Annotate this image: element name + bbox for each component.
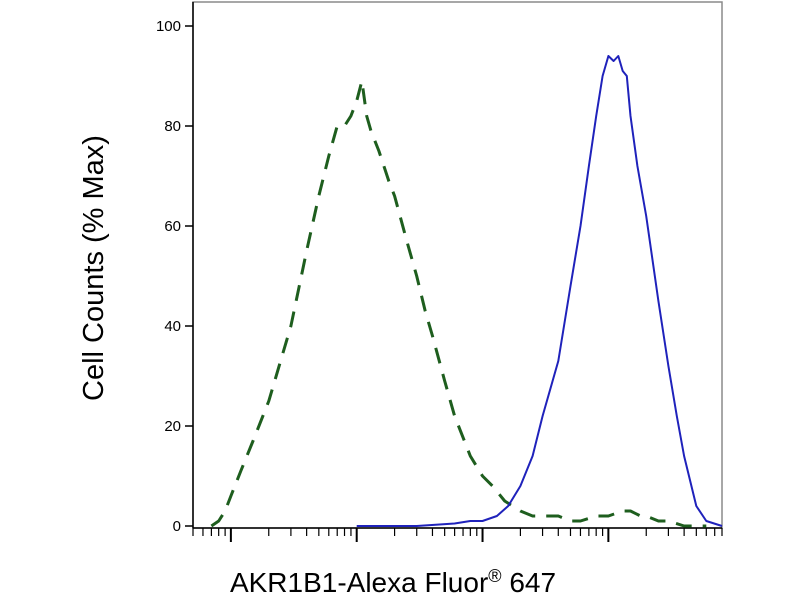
y-tick-label: 40 [164, 318, 181, 335]
x-axis-title-main: AKR1B1-Alexa Fluor [230, 567, 488, 598]
dashed-histogram-line [210, 79, 707, 528]
y-tick-label: 0 [173, 518, 181, 535]
solid-histogram-line [356, 55, 723, 527]
y-axis-ticks: 0 20 40 60 80 100 [156, 18, 193, 535]
plot-frame [192, 1, 723, 529]
y-axis-title: Cell Counts (% Max) [78, 135, 110, 401]
y-tick-label: 100 [156, 18, 181, 35]
y-tick-label: 20 [164, 418, 181, 435]
x-axis-title-superscript: ® [488, 566, 501, 586]
series-group [210, 55, 723, 528]
y-tick-label: 80 [164, 118, 181, 135]
x-axis-title: AKR1B1-Alexa Fluor® 647 [230, 566, 556, 598]
plot-border [192, 1, 723, 529]
y-tick-label: 60 [164, 218, 181, 235]
x-axis-title-tail: 647 [502, 567, 557, 598]
x-axis-ticks [192, 528, 723, 542]
